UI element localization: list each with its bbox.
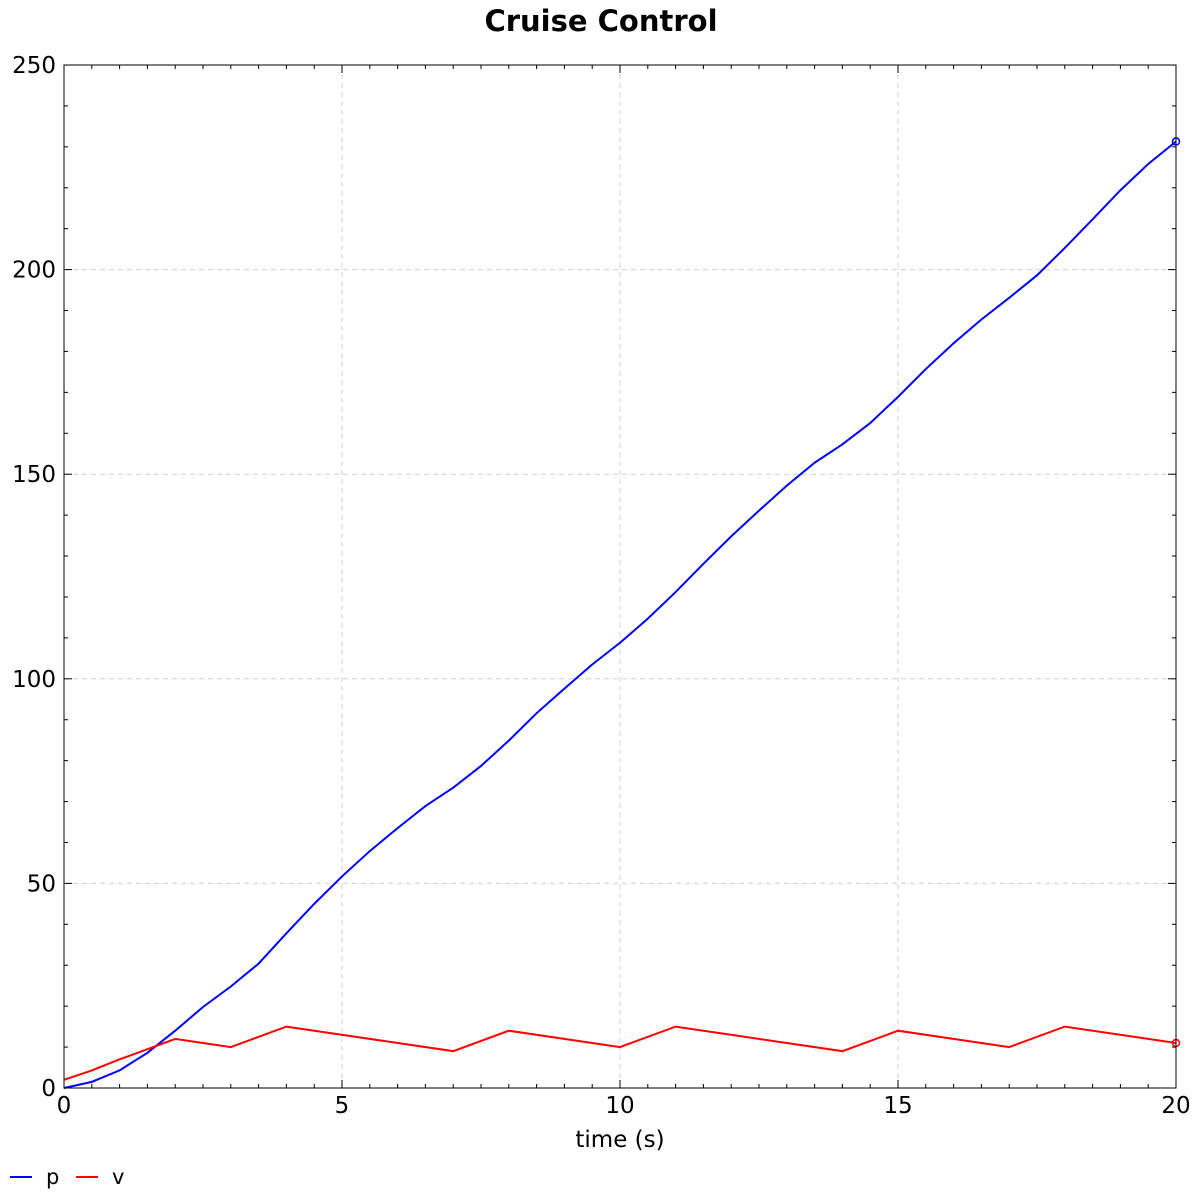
y-tick-label: 150	[12, 462, 56, 488]
x-tick-label: 20	[1161, 1093, 1190, 1119]
x-tick-label: 10	[605, 1093, 634, 1119]
x-axis-label: time (s)	[575, 1127, 664, 1153]
x-tick-label: 0	[57, 1093, 72, 1119]
legend-label-p: p	[46, 1165, 59, 1189]
series-line-v	[63, 1025, 1177, 1081]
y-tick-label: 50	[27, 871, 56, 897]
grid-layer	[64, 64, 1176, 1088]
chart-title: Cruise Control	[484, 4, 717, 38]
x-tick-label: 5	[335, 1093, 350, 1119]
y-tick-label: 200	[12, 258, 56, 284]
series-layer	[63, 137, 1181, 1089]
legend-label-v: v	[112, 1165, 124, 1189]
x-tick-label: 15	[883, 1093, 912, 1119]
y-tick-label: 0	[41, 1076, 56, 1102]
y-tick-label: 100	[12, 667, 56, 693]
series-line-p	[63, 140, 1177, 1089]
y-tick-label: 250	[12, 53, 56, 79]
